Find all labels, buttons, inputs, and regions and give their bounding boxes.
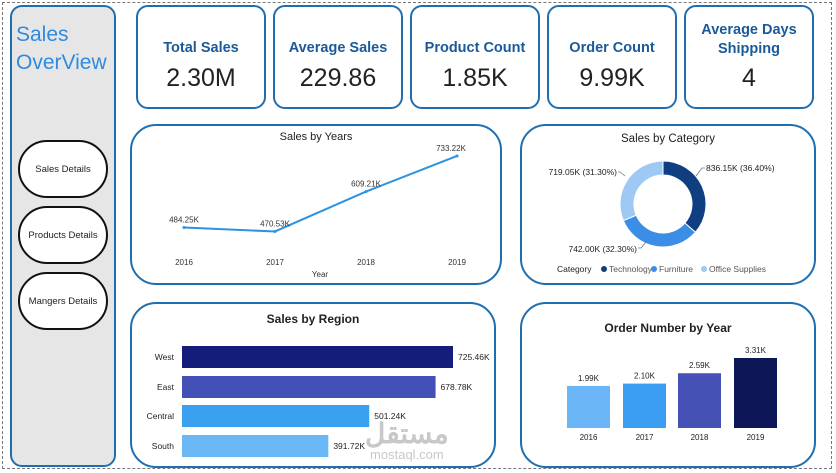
region-bar	[182, 405, 370, 427]
data-label: 2.59K	[689, 361, 711, 370]
sidebar: Sales OverView Sales Details Products De…	[10, 5, 116, 467]
data-point	[364, 190, 368, 194]
category-label: Central	[147, 411, 175, 421]
kpi-label: Product Count	[424, 40, 526, 56]
leader-line	[618, 171, 626, 177]
watermark-latin: mostaql.com	[370, 447, 444, 462]
data-label: 836.15K (36.40%)	[706, 163, 775, 173]
legend-title: Category	[557, 264, 592, 274]
donut-slice	[622, 214, 697, 248]
kpi-label: Order Count	[569, 40, 655, 56]
chart-title: Order Number by Year	[604, 321, 732, 335]
x-tick-label: 2017	[636, 433, 654, 442]
legend-marker	[651, 266, 657, 272]
region-bar	[182, 376, 436, 398]
x-tick-label: 2016	[580, 433, 598, 442]
data-point	[182, 226, 186, 230]
data-point	[455, 154, 459, 158]
kpi-value: 1.85K	[442, 64, 508, 92]
chart-title: Sales by Years	[279, 131, 353, 143]
sidebar-title-line2: OverView	[16, 51, 107, 74]
kpi-label: Total Sales	[163, 40, 239, 56]
watermark: مستقل mostaql.com	[365, 420, 449, 462]
kpi-label-line1: Average Days	[701, 22, 797, 38]
data-label: 3.31K	[745, 346, 767, 355]
data-label: 725.46K	[458, 352, 490, 362]
sales-by-region-chart: West 725.46K East 678.78K Central 501.24K Sout…	[147, 346, 490, 457]
x-tick-label: 2016	[175, 258, 193, 267]
leader-line	[638, 241, 647, 249]
data-label: 1.99K	[578, 374, 600, 383]
category-label: East	[157, 382, 175, 392]
sales-by-years-card: Sales by Years 484.25K 2016 470.53K 2017 609…	[130, 124, 502, 285]
watermark-arabic: مستقل	[365, 418, 449, 449]
data-label: 609.21K	[351, 180, 381, 189]
series-line	[183, 155, 458, 233]
legend-marker	[701, 266, 707, 272]
kpi-value: 2.30M	[166, 64, 236, 92]
kpi-average-sales: Average Sales 229.86	[273, 5, 403, 109]
data-point	[273, 229, 277, 233]
sales-by-category-card: Sales by Category 836.15K (36.40%) 742.00…	[520, 124, 816, 285]
region-bar	[182, 435, 329, 457]
year-bar	[623, 383, 666, 428]
sidebar-title-line1: Sales	[16, 23, 69, 46]
data-label: 2.10K	[634, 372, 656, 381]
kpi-value: 4	[742, 64, 756, 92]
sales-by-years-chart: 484.25K 2016 470.53K 2017 609.21K 2018 733.22K…	[169, 144, 466, 279]
kpi-product-count: Product Count 1.85K	[410, 5, 540, 109]
kpi-value: 229.86	[299, 64, 377, 92]
chart-title: Sales by Category	[621, 133, 715, 145]
year-bar	[734, 358, 777, 428]
x-tick-label: 2019	[747, 433, 765, 442]
data-label: 470.53K	[260, 219, 290, 228]
year-bar	[678, 373, 721, 428]
order-number-by-year-card: Order Number by Year 1.99K 2016 2.10K 2017 2…	[520, 302, 816, 468]
kpi-average-days-shipping: Average Days Shipping 4	[684, 5, 814, 109]
x-tick-label: 2018	[691, 433, 709, 442]
data-label: 501.24K	[374, 411, 406, 421]
year-bar	[567, 385, 610, 428]
x-tick-label: 2018	[357, 258, 375, 267]
legend-label: Furniture	[659, 264, 693, 274]
legend-label: Office Supplies	[709, 264, 766, 274]
order-number-by-year-chart: 1.99K 2016 2.10K 2017 2.59K 2018 3.31K 2019	[567, 346, 777, 442]
mangers-details-button[interactable]: Mangers Details	[18, 272, 108, 330]
legend-label: Technology	[609, 264, 653, 274]
kpi-value: 9.99K	[579, 64, 645, 92]
x-axis-label: Year	[312, 270, 329, 279]
sales-by-category-chart: 836.15K (36.40%) 742.00K (32.30%) 719.05K …	[548, 160, 775, 274]
chart-title: Sales by Region	[266, 312, 360, 326]
data-label: 719.05K (31.30%)	[548, 167, 617, 177]
donut-slice	[619, 160, 664, 222]
kpi-label: Average Days Shipping	[686, 21, 812, 59]
x-tick-label: 2019	[448, 258, 466, 267]
data-label: 678.78K	[441, 382, 473, 392]
data-label: 733.22K	[436, 144, 466, 153]
data-label: 742.00K (32.30%)	[568, 244, 637, 254]
data-label: 391.72K	[333, 441, 365, 451]
kpi-total-sales: Total Sales 2.30M	[136, 5, 266, 109]
leader-line	[695, 167, 705, 177]
sales-details-button[interactable]: Sales Details	[18, 140, 108, 198]
kpi-order-count: Order Count 9.99K	[547, 5, 677, 109]
kpi-label: Average Sales	[288, 40, 388, 56]
sidebar-title: Sales OverView	[16, 21, 107, 77]
region-bar	[182, 346, 453, 368]
kpi-label-line2: Shipping	[717, 41, 780, 57]
products-details-button[interactable]: Products Details	[18, 206, 108, 264]
legend-marker	[601, 266, 607, 272]
category-label: West	[155, 352, 175, 362]
data-label: 484.25K	[169, 216, 199, 225]
category-label: South	[152, 441, 174, 451]
x-tick-label: 2017	[266, 258, 284, 267]
sales-by-region-card: Sales by Region West 725.46K East 678.78K Ce…	[130, 302, 496, 468]
